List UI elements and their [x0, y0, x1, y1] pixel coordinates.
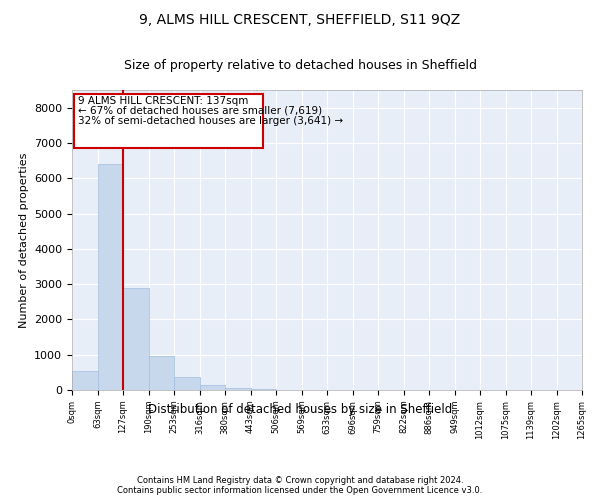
Bar [97, 164, 123, 390]
Bar [149, 356, 174, 390]
Text: 9, ALMS HILL CRESCENT, SHEFFIELD, S11 9QZ: 9, ALMS HILL CRESCENT, SHEFFIELD, S11 9Q… [139, 12, 461, 26]
Y-axis label: Number of detached properties: Number of detached properties [19, 152, 29, 328]
Bar [174, 377, 199, 390]
Text: Size of property relative to detached houses in Sheffield: Size of property relative to detached ho… [124, 60, 476, 72]
Bar [72, 370, 97, 390]
Text: ← 67% of detached houses are smaller (7,619): ← 67% of detached houses are smaller (7,… [79, 106, 323, 116]
Bar [123, 288, 149, 390]
Text: 32% of semi-detached houses are larger (3,641) →: 32% of semi-detached houses are larger (… [79, 116, 343, 126]
Text: Distribution of detached houses by size in Sheffield: Distribution of detached houses by size … [148, 402, 452, 415]
Text: Contains HM Land Registry data © Crown copyright and database right 2024.
Contai: Contains HM Land Registry data © Crown c… [118, 476, 482, 495]
Text: 9 ALMS HILL CRESCENT: 137sqm: 9 ALMS HILL CRESCENT: 137sqm [79, 96, 249, 106]
Bar [199, 384, 225, 390]
Bar [225, 388, 251, 390]
FancyBboxPatch shape [74, 94, 263, 148]
Bar [251, 388, 276, 390]
